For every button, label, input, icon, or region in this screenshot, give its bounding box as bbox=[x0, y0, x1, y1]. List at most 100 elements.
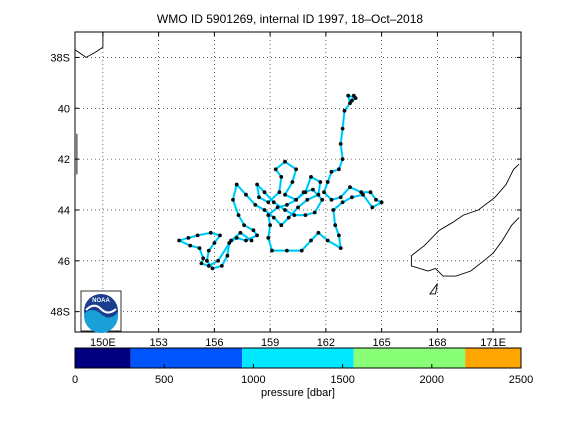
colorbar-segment bbox=[75, 348, 131, 368]
track-point bbox=[238, 230, 243, 235]
track-point bbox=[285, 248, 289, 253]
x-tick-label: 153 bbox=[149, 337, 167, 349]
track-point bbox=[292, 213, 297, 218]
track-point bbox=[286, 215, 291, 220]
track-point bbox=[277, 190, 282, 195]
track-point bbox=[279, 223, 284, 228]
y-tick-label: 48S bbox=[50, 307, 70, 319]
track-point bbox=[262, 190, 267, 195]
y-tick-label: 40 bbox=[58, 103, 70, 115]
track-point bbox=[329, 197, 334, 202]
track-point bbox=[244, 192, 248, 197]
track-point bbox=[218, 233, 222, 238]
x-tick-label: 156 bbox=[205, 337, 223, 349]
track-point bbox=[316, 192, 321, 197]
track-point bbox=[350, 195, 354, 200]
track-point bbox=[325, 180, 330, 184]
track-point bbox=[177, 238, 182, 243]
track-point bbox=[275, 205, 280, 210]
map-background bbox=[75, 32, 521, 332]
tasmania-coast bbox=[74, 32, 104, 58]
track-point bbox=[197, 246, 202, 251]
track-point bbox=[206, 248, 211, 253]
track-point bbox=[346, 93, 351, 98]
latitude-ticks: 38S 40 42 44 46 48S bbox=[50, 52, 521, 319]
track-point bbox=[208, 230, 213, 235]
stewart-island bbox=[429, 283, 438, 295]
map-frame bbox=[74, 31, 522, 333]
track-point bbox=[320, 197, 325, 202]
track-point bbox=[255, 233, 259, 238]
colorbar: 0 500 1000 1500 2000 2500 pressure [dbar] bbox=[72, 347, 533, 399]
track-point bbox=[312, 210, 317, 215]
colorbar-segment bbox=[465, 348, 521, 368]
logo-text: NOAA bbox=[92, 298, 110, 304]
track-point bbox=[331, 208, 336, 212]
track-point bbox=[294, 167, 298, 172]
track-point bbox=[361, 192, 365, 197]
track-point bbox=[338, 142, 343, 146]
track-point bbox=[309, 238, 313, 243]
track-point bbox=[253, 203, 258, 207]
colorbar-segment bbox=[130, 348, 243, 368]
track-point bbox=[266, 213, 271, 218]
colorbar-tick-label: 0 bbox=[72, 374, 78, 386]
track-point bbox=[303, 190, 308, 195]
track-point bbox=[294, 197, 298, 202]
longitude-ticks: 150E 153 156 159 162 165 168 171E bbox=[90, 32, 506, 349]
colorbar-tick-label: 1500 bbox=[330, 374, 354, 386]
track-point bbox=[188, 243, 193, 248]
track-point bbox=[299, 248, 304, 253]
colorbar-frame bbox=[74, 347, 522, 369]
track-point bbox=[244, 238, 248, 243]
colorbar-ticks: 0 500 1000 1500 2000 2500 bbox=[72, 364, 533, 386]
track-point bbox=[370, 205, 375, 210]
track-point bbox=[255, 182, 259, 187]
track-point bbox=[257, 195, 261, 200]
track-point bbox=[262, 208, 267, 212]
colorbar-segment bbox=[242, 348, 354, 368]
nz-south-island-south bbox=[435, 217, 520, 277]
track-point bbox=[279, 175, 284, 179]
track-point bbox=[210, 266, 215, 271]
x-tick-label: 165 bbox=[372, 337, 390, 349]
track-point bbox=[266, 200, 271, 205]
track-point bbox=[338, 195, 343, 200]
x-tick-label: 171E bbox=[480, 337, 506, 349]
track-point bbox=[229, 238, 234, 243]
track-point bbox=[201, 256, 206, 261]
track-point bbox=[206, 264, 211, 268]
colorbar-segments bbox=[75, 348, 521, 368]
track-point bbox=[374, 197, 378, 202]
track-point bbox=[271, 200, 276, 205]
y-tick-label: 46 bbox=[58, 256, 70, 268]
x-tick-label: 168 bbox=[428, 337, 446, 349]
track-point bbox=[333, 223, 338, 228]
track-point bbox=[271, 215, 276, 220]
track-point bbox=[311, 187, 315, 192]
track-point bbox=[266, 236, 271, 240]
track-point bbox=[283, 208, 287, 212]
track-point bbox=[236, 213, 241, 218]
track-point bbox=[322, 190, 326, 195]
track-point bbox=[318, 180, 323, 184]
logo-wave bbox=[84, 310, 118, 333]
track-point bbox=[305, 197, 310, 202]
noaa-logo: NOAA bbox=[80, 290, 122, 333]
track-point bbox=[303, 213, 308, 218]
track-point bbox=[379, 200, 384, 205]
track-point bbox=[270, 248, 274, 253]
track-point bbox=[296, 205, 300, 210]
map-axes: 150E 153 156 159 162 165 168 171E 38S 40 42 44 46 48… bbox=[50, 31, 522, 349]
track-point bbox=[234, 182, 239, 187]
track-point bbox=[186, 236, 191, 240]
track-point bbox=[368, 190, 373, 195]
track-point bbox=[283, 159, 287, 164]
track-point bbox=[268, 223, 272, 228]
track-point bbox=[353, 96, 358, 100]
track-point bbox=[340, 157, 345, 162]
track-point bbox=[342, 108, 347, 113]
track-point bbox=[249, 238, 254, 243]
